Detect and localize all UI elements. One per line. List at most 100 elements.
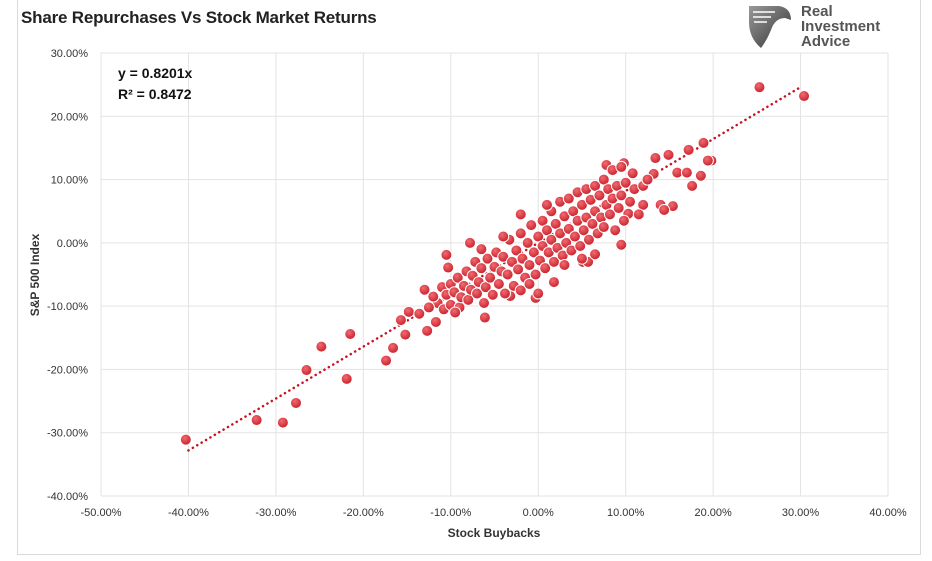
data-point xyxy=(575,198,588,211)
data-point xyxy=(568,230,581,243)
eagle-shield-icon xyxy=(749,6,791,48)
data-point xyxy=(478,296,491,309)
data-point xyxy=(478,311,491,324)
data-point xyxy=(380,354,393,367)
data-point xyxy=(300,364,313,377)
data-point xyxy=(422,301,435,314)
data-point xyxy=(617,214,630,227)
y-tick-label: 20.00% xyxy=(51,111,89,123)
data-point xyxy=(586,217,599,230)
data-point xyxy=(615,189,628,202)
data-point xyxy=(603,208,616,221)
data-point xyxy=(250,414,263,427)
data-point xyxy=(464,236,477,249)
data-point xyxy=(574,240,587,253)
x-tick-label: -30.00% xyxy=(255,507,296,519)
data-point xyxy=(514,227,527,240)
data-point xyxy=(527,246,540,259)
data-point xyxy=(413,307,426,320)
data-point xyxy=(632,208,645,221)
data-point xyxy=(427,290,440,303)
data-point xyxy=(615,238,628,251)
data-point xyxy=(290,396,303,409)
data-point xyxy=(344,327,357,340)
data-point xyxy=(545,233,558,246)
data-point xyxy=(694,169,707,182)
data-point xyxy=(481,252,494,265)
x-tick-label: 40.00% xyxy=(869,507,907,519)
data-point xyxy=(582,233,595,246)
data-point xyxy=(589,248,602,261)
data-point xyxy=(609,224,622,237)
x-axis-label: Stock Buybacks xyxy=(448,526,541,540)
data-point xyxy=(597,221,610,234)
data-point xyxy=(421,324,434,337)
data-point xyxy=(501,268,514,281)
data-point xyxy=(680,166,693,179)
data-point xyxy=(276,416,289,429)
y-tick-label: 10.00% xyxy=(51,175,89,187)
data-point xyxy=(492,277,505,290)
logo-line: Advice xyxy=(801,33,851,50)
data-point xyxy=(540,198,553,211)
data-point xyxy=(686,179,699,192)
data-point xyxy=(547,276,560,289)
data-point xyxy=(510,244,523,257)
x-tick-label: -20.00% xyxy=(343,507,384,519)
y-tick-label: -30.00% xyxy=(47,428,88,440)
data-point xyxy=(682,143,695,156)
data-point xyxy=(612,202,625,215)
data-point xyxy=(484,271,497,284)
data-point xyxy=(658,203,671,216)
data-point xyxy=(619,176,632,189)
data-point xyxy=(523,259,536,272)
chart-frame xyxy=(17,0,921,555)
y-tick-label: 30.00% xyxy=(51,48,89,60)
data-point xyxy=(449,306,462,319)
data-point xyxy=(593,189,606,202)
data-point xyxy=(649,152,662,165)
x-tick-label: -40.00% xyxy=(168,507,209,519)
r-squared: R² = 0.8472 xyxy=(118,86,192,102)
data-point xyxy=(315,340,328,353)
data-point xyxy=(451,271,464,284)
x-tick-label: 10.00% xyxy=(607,507,645,519)
data-point xyxy=(497,250,510,263)
data-point xyxy=(429,315,442,328)
chart-title: Share Repurchases Vs Stock Market Return… xyxy=(21,8,377,27)
data-point xyxy=(498,287,511,300)
data-point xyxy=(442,261,455,274)
data-point xyxy=(558,210,571,223)
y-axis-label: S&P 500 Index xyxy=(28,233,42,316)
data-point xyxy=(486,288,499,301)
y-tick-label: -20.00% xyxy=(47,364,88,376)
trendline-equation: y = 0.8201x xyxy=(118,65,193,81)
data-point xyxy=(402,305,415,318)
data-point xyxy=(471,287,484,300)
data-point xyxy=(562,192,575,205)
data-point xyxy=(525,219,538,232)
data-point xyxy=(697,136,710,149)
data-point xyxy=(418,283,431,296)
data-point xyxy=(624,195,637,208)
data-point xyxy=(394,314,407,327)
data-point xyxy=(387,341,400,354)
x-tick-label: -50.00% xyxy=(81,507,122,519)
data-point xyxy=(475,262,488,275)
data-point xyxy=(440,248,453,261)
data-point xyxy=(532,287,545,300)
data-point xyxy=(521,236,534,249)
data-point xyxy=(798,90,811,103)
y-tick-label: 0.00% xyxy=(57,238,88,250)
data-point xyxy=(626,167,639,180)
data-point xyxy=(475,243,488,256)
data-point xyxy=(512,263,525,276)
data-point xyxy=(662,148,675,161)
data-point xyxy=(179,433,192,446)
x-tick-label: 30.00% xyxy=(782,507,820,519)
x-tick-label: 0.00% xyxy=(523,507,554,519)
logo: Real Investment Advice xyxy=(745,4,905,50)
data-point xyxy=(701,154,714,167)
data-point xyxy=(340,372,353,385)
